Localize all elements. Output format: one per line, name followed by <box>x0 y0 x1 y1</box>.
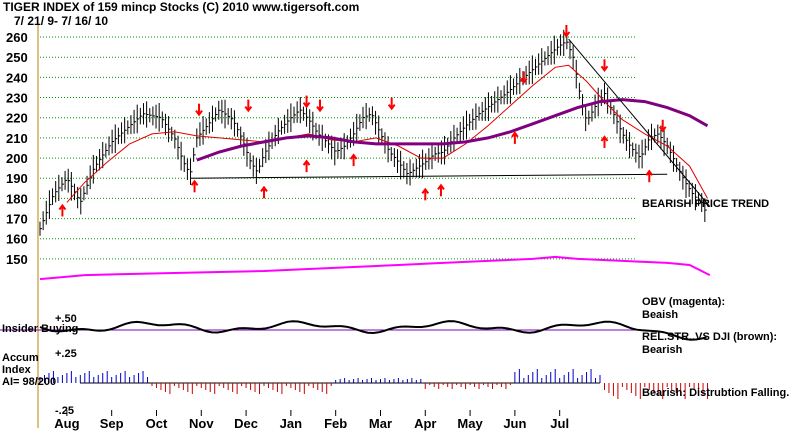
obv-title: OBV (magenta): <box>642 296 725 309</box>
y-tick-180: 180 <box>6 191 28 206</box>
y-tick-250: 250 <box>6 50 28 65</box>
relstr-value: Bearish <box>642 344 682 357</box>
obv-line <box>40 257 710 279</box>
month-label-Nov: Nov <box>189 416 214 431</box>
short-moving-average <box>67 65 708 202</box>
y-tick-240: 240 <box>6 70 28 85</box>
month-label-Aug: Aug <box>54 416 79 431</box>
accum-note: Bearish: Distrubtion Falling. <box>642 387 789 400</box>
month-label-Apr: Apr <box>414 416 436 431</box>
month-label-Oct: Oct <box>146 416 168 431</box>
x-axis-month-labels: Aug Sep Oct Nov Dec Jan Feb Mar Apr May Jun Jul <box>54 410 569 431</box>
y-tick-260: 260 <box>6 30 28 45</box>
plus25-label: +.25 <box>55 348 77 361</box>
month-label-Feb: Feb <box>324 416 347 431</box>
y-tick-230: 230 <box>6 91 28 106</box>
month-label-Jan: Jan <box>280 416 302 431</box>
ai-value: AI= 98/200 <box>2 376 56 389</box>
month-label-Dec: Dec <box>234 416 258 431</box>
month-label-Sep: Sep <box>100 416 124 431</box>
month-label-Jun: Jun <box>503 416 526 431</box>
month-label-Jul: Jul <box>550 416 569 431</box>
grid-lines <box>38 20 637 428</box>
minus25-label: -.25 <box>55 405 74 418</box>
y-tick-170: 170 <box>6 212 28 227</box>
relstr-title: REL.STR..VS DJI (brown): <box>642 331 777 344</box>
downtrend-line <box>569 39 710 206</box>
date-range: 7/ 21/ 9- 7/ 16/ 10 <box>14 14 108 28</box>
y-tick-220: 220 <box>6 111 28 126</box>
y-tick-150: 150 <box>6 252 28 267</box>
y-tick-190: 190 <box>6 171 28 186</box>
month-label-Mar: Mar <box>369 416 392 431</box>
plus50-label: +.50 <box>55 313 77 326</box>
long-moving-average <box>197 100 708 161</box>
obv-value: Beaish <box>642 309 678 322</box>
month-label-May: May <box>457 416 483 431</box>
support-line <box>190 174 667 178</box>
indicator-panels <box>0 321 708 399</box>
y-tick-160: 160 <box>6 232 28 247</box>
y-tick-200: 200 <box>6 151 28 166</box>
y-tick-210: 210 <box>6 131 28 146</box>
price-series <box>40 30 710 279</box>
chart-title: TIGER INDEX of 159 mincp Stocks (C) 2010… <box>3 0 359 14</box>
y-axis-labels: 150 160 170 180 190 200 210 220 230 240 250 260 <box>6 30 28 267</box>
trend-note: BEARISH PRICE TREND <box>642 198 769 211</box>
